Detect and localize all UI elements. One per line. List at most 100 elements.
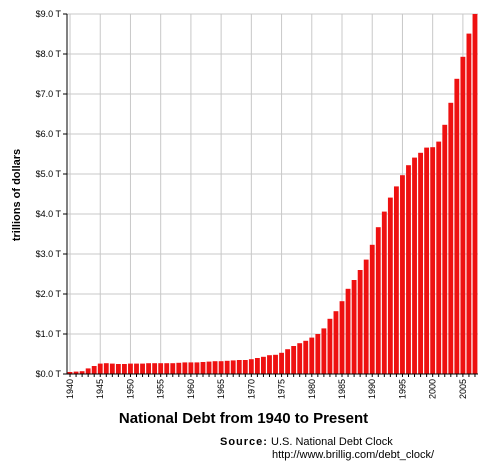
bar-1957 xyxy=(170,363,176,374)
x-tick-label: 1940 xyxy=(65,379,75,399)
bars-group xyxy=(67,14,478,375)
bar-1945 xyxy=(97,363,103,374)
bar-2003 xyxy=(448,102,454,375)
bar-1969 xyxy=(242,360,248,374)
bar-1983 xyxy=(327,318,333,374)
bar-1965 xyxy=(218,361,224,374)
x-tick-label: 1950 xyxy=(125,379,135,399)
bar-1951 xyxy=(134,363,139,374)
bar-2006 xyxy=(466,33,472,374)
bar-1982 xyxy=(321,328,327,374)
bar-1948 xyxy=(115,364,121,374)
source-block: Source: U.S. National Debt Clock http://… xyxy=(220,436,434,462)
bar-1991 xyxy=(375,227,381,374)
bar-1976 xyxy=(285,349,291,374)
source-url[interactable]: http://www.brillig.com/debt_clock/ xyxy=(272,449,435,461)
x-tick-label: 1955 xyxy=(156,379,166,399)
bar-1977 xyxy=(291,346,297,374)
bar-1985 xyxy=(339,301,345,374)
bar-1941 xyxy=(73,371,79,374)
y-tick-label: $3.0 T xyxy=(36,249,62,259)
bar-1973 xyxy=(267,355,272,374)
y-tick-label: $1.0 T xyxy=(36,329,62,339)
bar-2004 xyxy=(454,78,460,375)
bar-1944 xyxy=(91,366,97,374)
y-axis: $0.0 T $1.0 T $2.0 T $3.0 T $4.0 T $5.0 T $6.0… xyxy=(36,9,68,379)
x-tick-label: 1945 xyxy=(95,379,105,399)
bar-2000 xyxy=(430,147,436,374)
bar-1990 xyxy=(369,244,375,374)
bar-1942 xyxy=(79,371,85,374)
bar-1979 xyxy=(303,340,309,374)
bar-1993 xyxy=(387,197,393,374)
bar-2001 xyxy=(436,141,442,374)
bar-1952 xyxy=(140,363,145,374)
x-tick-label: 2000 xyxy=(428,379,438,399)
x-tick-label: 1965 xyxy=(216,379,226,399)
y-tick-label: $9.0 T xyxy=(36,9,62,19)
bar-2002 xyxy=(442,124,448,374)
y-axis-label: trillions of dollars xyxy=(11,149,23,241)
y-tick-label: $4.0 T xyxy=(36,209,62,219)
bar-1998 xyxy=(418,152,423,374)
bar-1997 xyxy=(412,157,417,374)
y-tick-label: $7.0 T xyxy=(36,89,62,99)
bar-1964 xyxy=(212,361,218,374)
bar-1974 xyxy=(273,354,278,374)
bar-1946 xyxy=(103,363,109,374)
y-tick-label: $0.0 T xyxy=(36,369,62,379)
bar-1975 xyxy=(279,352,284,374)
bar-2005 xyxy=(460,56,466,375)
bar-1999 xyxy=(424,147,430,374)
bar-1958 xyxy=(176,362,182,374)
y-tick-label: $8.0 T xyxy=(36,49,62,59)
bar-1980 xyxy=(309,337,315,374)
bar-1981 xyxy=(315,334,321,374)
bar-1961 xyxy=(194,362,200,374)
chart-title: National Debt from 1940 to Present xyxy=(118,410,369,427)
source-name: U.S. National Debt Clock xyxy=(271,436,393,448)
bar-1959 xyxy=(182,362,188,374)
bar-1968 xyxy=(236,360,242,374)
bar-1960 xyxy=(188,362,194,374)
x-tick-label: 1995 xyxy=(397,379,407,399)
bar-1996 xyxy=(406,165,411,374)
bar-1972 xyxy=(261,356,266,374)
bar-1947 xyxy=(109,363,115,374)
bar-1953 xyxy=(146,363,152,374)
bar-1950 xyxy=(128,363,133,374)
y-tick-label: $5.0 T xyxy=(36,169,62,179)
source-label: Source: xyxy=(220,436,268,448)
bar-1963 xyxy=(206,361,212,374)
bar-2007 xyxy=(472,14,478,374)
x-tick-label: 1970 xyxy=(246,379,256,399)
bar-1970 xyxy=(248,359,254,374)
x-tick-label: 1975 xyxy=(277,379,287,399)
bar-1986 xyxy=(345,288,351,374)
bar-1943 xyxy=(85,368,91,374)
bar-1956 xyxy=(164,363,170,374)
x-tick-label: 2005 xyxy=(458,379,468,399)
y-tick-label: $6.0 T xyxy=(36,129,62,139)
debt-bar-chart: $0.0 T $1.0 T $2.0 T $3.0 T $4.0 T $5.0 T $6.0… xyxy=(11,9,478,399)
bar-1955 xyxy=(158,363,164,374)
bar-1940 xyxy=(67,372,73,374)
bar-1967 xyxy=(230,360,236,374)
bar-1954 xyxy=(152,363,158,374)
bar-1978 xyxy=(297,343,303,374)
bar-1987 xyxy=(351,280,357,374)
bar-1994 xyxy=(393,186,399,374)
bar-1992 xyxy=(381,211,387,374)
bar-1984 xyxy=(333,311,339,374)
bar-1962 xyxy=(200,362,206,374)
bar-1989 xyxy=(363,259,369,374)
x-tick-label: 1980 xyxy=(307,379,317,399)
bar-1966 xyxy=(224,360,230,374)
y-tick-label: $2.0 T xyxy=(36,289,62,299)
x-axis: 1940 1945 1950 1955 1960 1965 1970 1975 1980 1985… xyxy=(65,373,478,399)
bar-1995 xyxy=(400,175,405,374)
x-tick-label: 1985 xyxy=(337,379,347,399)
bar-1988 xyxy=(357,270,363,374)
bar-1971 xyxy=(254,358,260,374)
x-tick-label: 1960 xyxy=(186,379,196,399)
